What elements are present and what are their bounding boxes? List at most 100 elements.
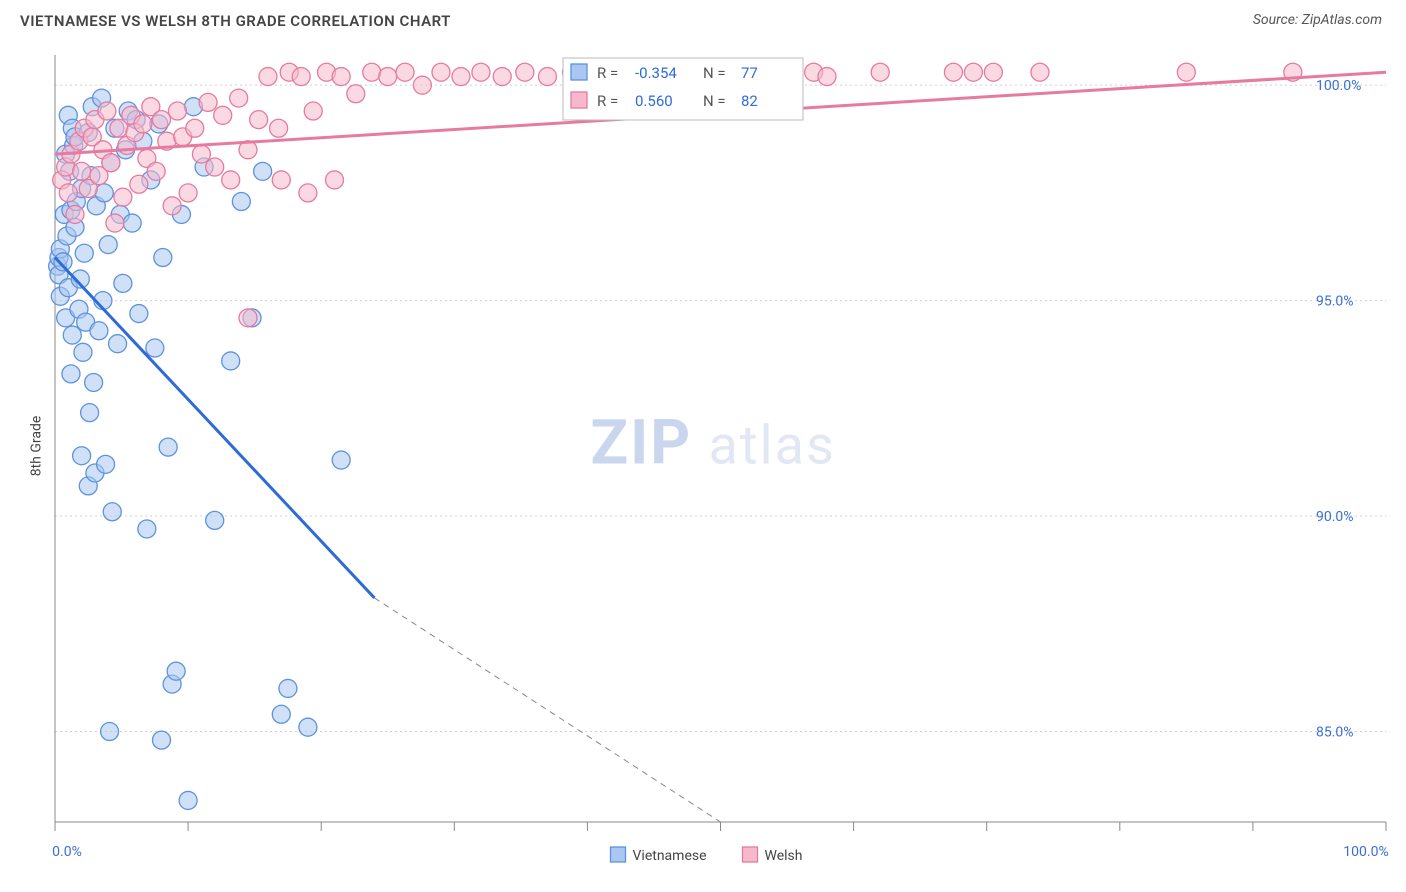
- point-welsh: [147, 162, 165, 180]
- point-vietnamese: [206, 511, 224, 529]
- point-welsh: [102, 154, 120, 172]
- point-welsh: [239, 309, 257, 327]
- point-vietnamese: [85, 373, 103, 391]
- point-vietnamese: [167, 662, 185, 680]
- y-tick-label: 100.0%: [1316, 78, 1361, 94]
- point-welsh: [106, 214, 124, 232]
- legend-swatch: [571, 92, 587, 108]
- correlation-chart: VIETNAMESE VS WELSH 8TH GRADE CORRELATIO…: [0, 0, 1406, 892]
- point-vietnamese: [114, 274, 132, 292]
- point-welsh: [73, 162, 91, 180]
- point-vietnamese: [62, 365, 80, 383]
- point-welsh: [413, 76, 431, 94]
- point-welsh: [538, 68, 556, 86]
- point-vietnamese: [272, 705, 290, 723]
- point-welsh: [59, 184, 77, 202]
- point-welsh: [179, 184, 197, 202]
- point-vietnamese: [159, 438, 177, 456]
- point-welsh: [163, 197, 181, 215]
- point-vietnamese: [90, 322, 108, 340]
- point-vietnamese: [232, 193, 250, 211]
- legend-n-value: 77: [741, 64, 758, 82]
- point-vietnamese: [99, 236, 117, 254]
- x-tick-label: 0.0%: [52, 844, 82, 860]
- point-vietnamese: [146, 339, 164, 357]
- point-welsh: [493, 68, 511, 86]
- x-tick-label: 100.0%: [1343, 844, 1388, 860]
- trendline-vietnamese-extrapolated: [374, 598, 720, 822]
- point-welsh: [222, 171, 240, 189]
- point-welsh: [292, 68, 310, 86]
- legend-r-value: -0.354: [635, 64, 677, 82]
- point-vietnamese: [138, 520, 156, 538]
- legend-r-label: R =: [597, 92, 618, 110]
- point-welsh: [66, 205, 84, 223]
- point-welsh: [871, 63, 889, 81]
- series-swatch: [743, 847, 758, 862]
- point-vietnamese: [75, 244, 93, 262]
- point-welsh: [98, 102, 116, 120]
- series-swatch: [611, 847, 626, 862]
- y-tick-label: 85.0%: [1316, 725, 1354, 741]
- point-welsh: [186, 119, 204, 137]
- point-vietnamese: [97, 455, 115, 473]
- point-welsh: [432, 63, 450, 81]
- point-welsh: [259, 68, 277, 86]
- point-vietnamese: [179, 791, 197, 809]
- point-welsh: [944, 63, 962, 81]
- trendline-vietnamese: [55, 258, 374, 598]
- point-vietnamese: [101, 723, 119, 741]
- point-welsh: [299, 184, 317, 202]
- point-vietnamese: [154, 249, 172, 267]
- point-welsh: [396, 63, 414, 81]
- point-vietnamese: [81, 404, 99, 422]
- point-welsh: [304, 102, 322, 120]
- point-welsh: [1031, 63, 1049, 81]
- series-label: Vietnamese: [633, 848, 707, 864]
- point-vietnamese: [222, 352, 240, 370]
- point-welsh: [206, 158, 224, 176]
- point-welsh: [134, 115, 152, 133]
- point-welsh: [326, 171, 344, 189]
- point-welsh: [1177, 63, 1195, 81]
- point-welsh: [818, 68, 836, 86]
- point-vietnamese: [332, 451, 350, 469]
- legend-n-value: 82: [741, 92, 758, 110]
- point-vietnamese: [299, 718, 317, 736]
- point-welsh: [984, 63, 1002, 81]
- point-welsh: [230, 89, 248, 107]
- point-welsh: [272, 171, 290, 189]
- point-vietnamese: [74, 343, 92, 361]
- source-attribution: Source: ZipAtlas.com: [1253, 12, 1382, 28]
- chart-svg: 85.0%90.0%95.0%100.0%ZIPatlas0.0%100.0%R…: [0, 0, 1406, 892]
- point-welsh: [472, 63, 490, 81]
- series-label: Welsh: [765, 848, 803, 864]
- point-vietnamese: [73, 447, 91, 465]
- point-welsh: [964, 63, 982, 81]
- point-welsh: [114, 188, 132, 206]
- point-vietnamese: [130, 305, 148, 323]
- legend-r-label: R =: [597, 64, 618, 82]
- point-welsh: [379, 68, 397, 86]
- point-welsh: [168, 102, 186, 120]
- legend-n-label: N =: [703, 92, 726, 110]
- legend-n-label: N =: [703, 64, 726, 82]
- point-vietnamese: [279, 679, 297, 697]
- point-welsh: [250, 111, 268, 129]
- point-vietnamese: [254, 162, 272, 180]
- legend-swatch: [571, 64, 587, 80]
- point-vietnamese: [123, 214, 141, 232]
- point-vietnamese: [103, 503, 121, 521]
- point-welsh: [347, 85, 365, 103]
- point-vietnamese: [95, 184, 113, 202]
- watermark: ZIP: [591, 407, 693, 480]
- y-axis-label: 8th Grade: [28, 416, 44, 477]
- point-welsh: [130, 175, 148, 193]
- point-welsh: [332, 68, 350, 86]
- point-welsh: [363, 63, 381, 81]
- point-welsh: [214, 106, 232, 124]
- chart-title: VIETNAMESE VS WELSH 8TH GRADE CORRELATIO…: [20, 12, 451, 30]
- point-vietnamese: [152, 731, 170, 749]
- point-welsh: [516, 63, 534, 81]
- y-tick-label: 95.0%: [1316, 294, 1354, 310]
